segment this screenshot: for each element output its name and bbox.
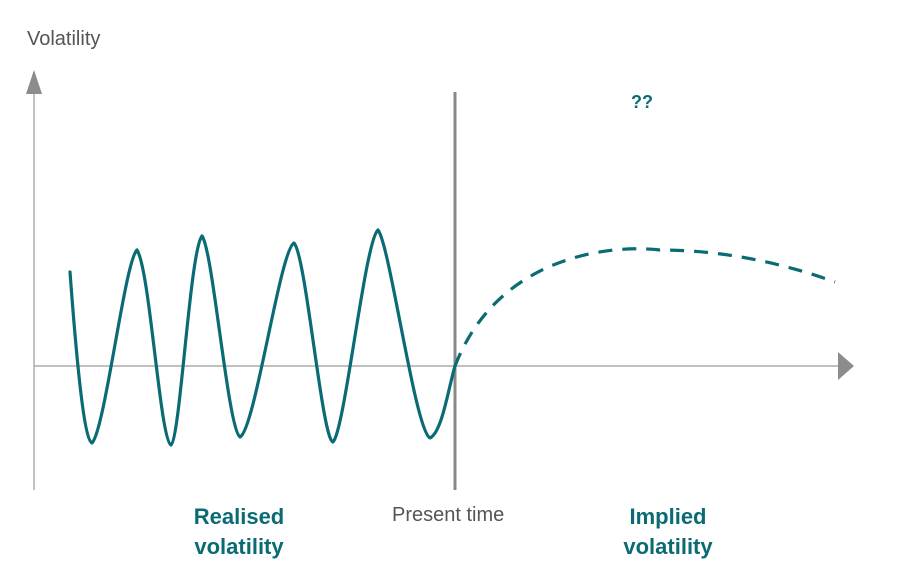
realised-volatility-label: Realised volatility (193, 504, 285, 559)
y-axis-arrow (26, 70, 42, 94)
x-axis-arrow (838, 352, 854, 380)
realised-volatility-curve (68, 228, 457, 447)
implied-volatility-curve (453, 247, 836, 367)
implied-volatility-label: Implied volatility (623, 504, 713, 559)
present-time-label: Present time (392, 504, 505, 526)
implied-unknown-annotation: ?? (631, 92, 653, 112)
y-axis-title: Volatility (27, 28, 101, 50)
